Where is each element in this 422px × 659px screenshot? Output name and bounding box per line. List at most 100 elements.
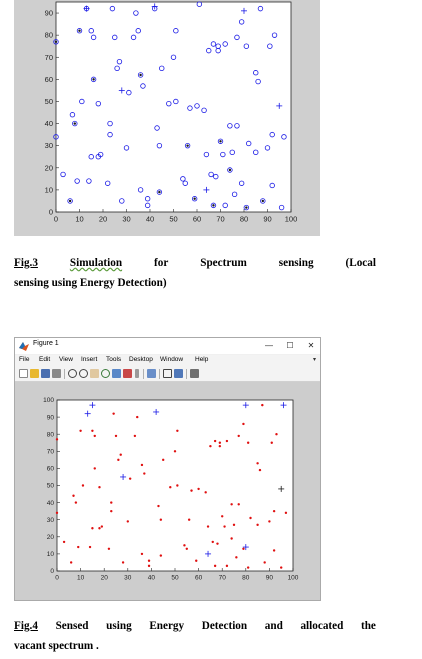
zoom-out-icon[interactable]: [79, 369, 88, 378]
y-tick-label: 90: [47, 414, 55, 421]
show-plot-tools-icon[interactable]: [190, 369, 199, 378]
x-tick-label: 80: [242, 575, 250, 582]
data-point-dot: [193, 198, 195, 200]
menu-help[interactable]: Help: [195, 356, 208, 363]
zoom-in-icon[interactable]: [68, 369, 77, 378]
data-point-dot: [70, 561, 72, 563]
pan-icon[interactable]: [90, 369, 99, 378]
caption-word: the: [361, 617, 376, 637]
menu-window[interactable]: Window: [160, 356, 183, 363]
new-figure-icon[interactable]: [19, 369, 28, 378]
x-tick-label: 40: [146, 215, 154, 224]
data-point-dot: [115, 435, 117, 437]
data-point-dot: [261, 404, 263, 406]
y-tick-label: 80: [45, 31, 53, 40]
caption-word: Detection: [202, 617, 247, 637]
caption-word: Simulation: [70, 254, 122, 274]
figure-3-scatter-chart: 0 10 20 30 40 50 60 70 80 90 100010203040506070809…: [14, 0, 320, 236]
x-tick-label: 30: [122, 215, 130, 224]
x-tick-label: 60: [195, 575, 203, 582]
colorbar-icon[interactable]: [147, 369, 156, 378]
data-point-dot: [122, 561, 124, 563]
data-point-dot: [98, 486, 100, 488]
data-point-dot: [141, 464, 143, 466]
data-point-dot: [77, 546, 79, 548]
data-point-dot: [162, 459, 164, 461]
data-point-dot: [262, 200, 264, 202]
data-point-dot: [245, 206, 247, 208]
data-point-dot: [129, 477, 131, 479]
save-icon[interactable]: [41, 369, 50, 378]
y-tick-label: 30: [45, 141, 53, 150]
print-icon[interactable]: [52, 369, 61, 378]
data-point-dot: [273, 549, 275, 551]
data-point-dot: [148, 565, 150, 567]
y-tick-label: 10: [45, 185, 53, 194]
data-point-dot: [207, 525, 209, 527]
data-point-dot: [141, 553, 143, 555]
title-bar[interactable]: Figure 1 — ☐ ✕: [15, 338, 320, 354]
data-point-dot: [112, 412, 114, 414]
data-point-dot: [256, 524, 258, 526]
data-cursor-icon[interactable]: [112, 369, 121, 378]
legend-icon[interactable]: [163, 369, 172, 378]
data-point-dot: [110, 510, 112, 512]
data-point-dot: [247, 442, 249, 444]
menu-edit[interactable]: Edit: [39, 356, 50, 363]
data-point-dot: [108, 548, 110, 550]
menu-overflow-arrow-icon[interactable]: ▾: [313, 356, 316, 363]
y-tick-label: 60: [45, 75, 53, 84]
minimize-button[interactable]: —: [260, 339, 278, 352]
y-tick-label: 90: [45, 9, 53, 18]
x-tick-label: 80: [240, 215, 248, 224]
data-point-dot: [79, 430, 81, 432]
hide-plot-tools-icon[interactable]: [174, 369, 183, 378]
data-point-dot: [197, 488, 199, 490]
menu-tools[interactable]: Tools: [106, 356, 121, 363]
menu-desktop[interactable]: Desktop: [129, 356, 153, 363]
caption-word: using: [106, 617, 132, 637]
close-button[interactable]: ✕: [302, 339, 320, 352]
menu-file[interactable]: File: [19, 356, 29, 363]
data-point-dot: [157, 505, 159, 507]
menu-bar: File Edit View Insert Tools Desktop Wind…: [15, 355, 320, 367]
y-tick-label: 10: [47, 551, 55, 558]
data-point-dot: [242, 548, 244, 550]
menu-view[interactable]: View: [59, 356, 73, 363]
data-point-dot: [186, 144, 188, 146]
data-point-dot: [216, 542, 218, 544]
brush-icon[interactable]: [123, 369, 132, 378]
data-point-dot: [127, 520, 129, 522]
data-point-dot: [223, 525, 225, 527]
y-tick-label: 20: [47, 534, 55, 541]
link-icon[interactable]: [135, 369, 139, 378]
rotate-icon[interactable]: [101, 369, 110, 378]
data-point-dot: [55, 41, 57, 43]
y-tick-label: 80: [47, 431, 55, 438]
data-point-dot: [235, 556, 237, 558]
caption-word: sensing: [279, 254, 314, 274]
y-tick-label: 30: [47, 517, 55, 524]
data-point-dot: [219, 442, 221, 444]
y-tick-label: 20: [45, 163, 53, 172]
data-point-dot: [204, 491, 206, 493]
y-tick-label: 0: [49, 208, 53, 217]
data-point-dot: [148, 560, 150, 562]
y-tick-label: 0: [50, 568, 54, 575]
caption-word: and: [265, 617, 283, 637]
y-tick-label: 50: [45, 97, 53, 106]
data-point-dot: [280, 566, 282, 568]
x-tick-label: 20: [99, 215, 107, 224]
open-file-icon[interactable]: [30, 369, 39, 378]
data-point-dot: [230, 503, 232, 505]
data-point-dot: [78, 30, 80, 32]
data-point-dot: [75, 501, 77, 503]
data-point-dot: [271, 442, 273, 444]
menu-insert[interactable]: Insert: [81, 356, 97, 363]
caption-word: Spectrum: [200, 254, 247, 274]
maximize-button[interactable]: ☐: [281, 339, 299, 352]
data-point-dot: [169, 486, 171, 488]
data-point-dot: [247, 566, 249, 568]
caption-word: allocated: [300, 617, 343, 637]
data-point-dot: [143, 472, 145, 474]
